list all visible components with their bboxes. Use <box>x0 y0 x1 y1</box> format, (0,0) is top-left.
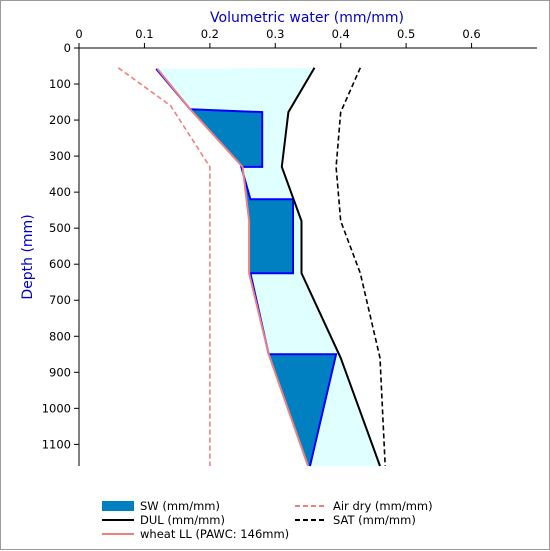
y-tick-label: 300 <box>49 149 71 163</box>
legend-swatch <box>102 501 134 511</box>
sw-outline <box>155 68 338 467</box>
y-axis-title: Depth (mm) <box>20 214 36 299</box>
legend-item-sat: SAT (mm/mm) <box>295 513 416 527</box>
x-tick-label: 0.5 <box>397 27 415 41</box>
y-tick-label: 800 <box>49 329 71 343</box>
x-tick-label: 0.4 <box>332 27 350 41</box>
y-tick-label: 900 <box>49 365 71 379</box>
y-tick-label: 500 <box>49 221 71 235</box>
y-tick-label: 100 <box>49 77 71 91</box>
legend-label: SAT (mm/mm) <box>333 513 416 527</box>
legend-item-dul: DUL (mm/mm) <box>102 513 225 527</box>
legend-item-sw: SW (mm/mm) <box>102 499 220 513</box>
legend-label: Air dry (mm/mm) <box>333 499 433 513</box>
legend-label: wheat LL (PAWC: 146mm) <box>140 527 289 541</box>
legend-item-airdry: Air dry (mm/mm) <box>295 499 433 513</box>
y-tick-label: 200 <box>49 113 71 127</box>
sw-area <box>156 68 337 467</box>
legend-label: DUL (mm/mm) <box>140 513 225 527</box>
y-tick-label: 700 <box>49 293 71 307</box>
x-axis-title: Volumetric water (mm/mm) <box>210 10 404 26</box>
series-line-sat <box>335 67 386 467</box>
legend-item-ll: wheat LL (PAWC: 146mm) <box>102 527 289 541</box>
y-tick-label: 0 <box>64 41 71 55</box>
legend-label: SW (mm/mm) <box>140 499 220 513</box>
y-tick-label: 600 <box>49 257 71 271</box>
series-line-airdry <box>117 67 211 466</box>
x-tick-label: 0.1 <box>135 27 153 41</box>
x-tick-label: 0 <box>75 27 82 41</box>
y-tick-label: 1000 <box>42 401 71 415</box>
series-line-dul <box>280 67 381 467</box>
x-tick-label: 0.6 <box>462 27 480 41</box>
y-tick-label: 1100 <box>42 437 71 451</box>
x-tick-label: 0.3 <box>266 27 284 41</box>
series-line-ll <box>156 68 309 467</box>
x-tick-label: 0.2 <box>201 27 219 41</box>
y-tick-label: 400 <box>49 185 71 199</box>
